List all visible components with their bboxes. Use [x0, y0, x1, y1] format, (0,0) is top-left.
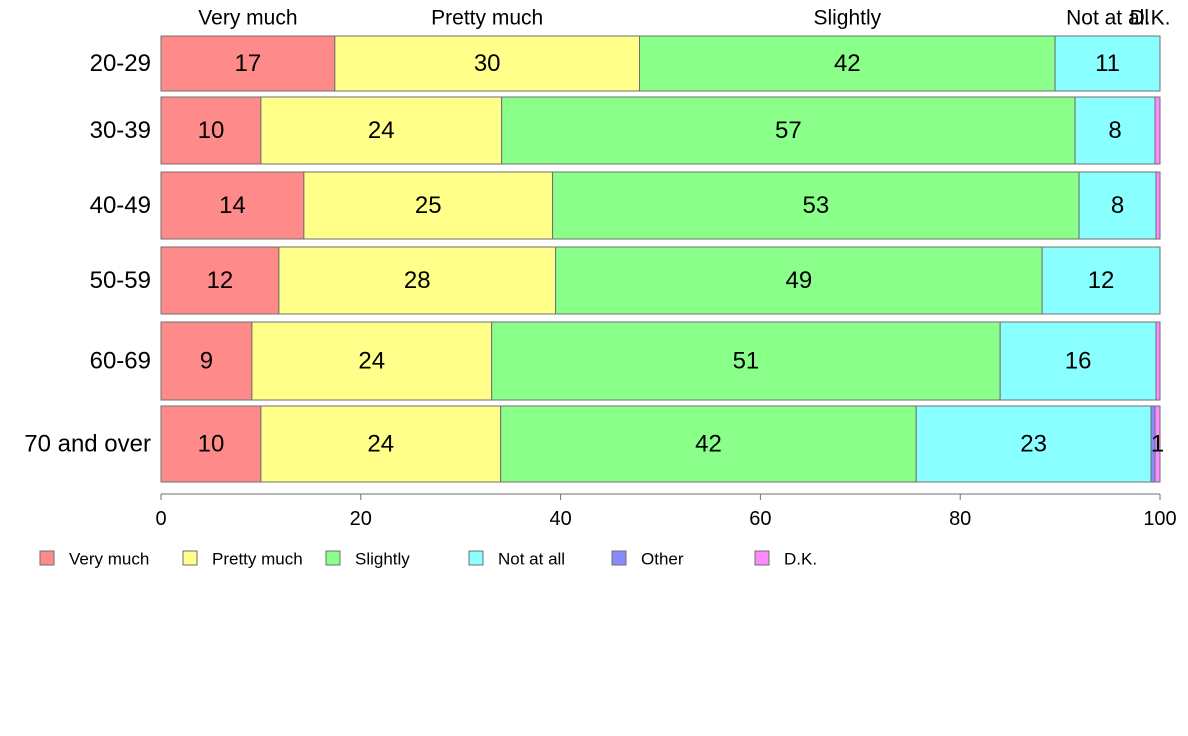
category-label: 70 and over — [24, 431, 151, 458]
x-tick-label: 0 — [155, 508, 166, 530]
legend-swatch — [611, 550, 627, 566]
bar-segment — [160, 171, 305, 240]
bar-segment — [555, 246, 1043, 315]
data-label: 10 — [198, 431, 225, 458]
data-label: 9 — [200, 348, 213, 375]
bar-segment — [160, 96, 262, 165]
data-label: 24 — [368, 117, 395, 144]
bar-segment — [160, 246, 280, 315]
data-label: 42 — [695, 431, 722, 458]
bar-segment — [303, 171, 554, 240]
category-label: 20-29 — [90, 50, 151, 77]
data-label: 10 — [198, 117, 225, 144]
bar-segment — [160, 321, 253, 401]
bar-segment — [160, 35, 336, 92]
legend-swatch — [325, 550, 341, 566]
data-label: 42 — [834, 50, 861, 77]
data-label: 23 — [1020, 431, 1047, 458]
bar-segment — [1155, 171, 1161, 240]
top-series-label: Pretty much — [431, 7, 543, 30]
category-label: 50-59 — [90, 267, 151, 294]
data-label: 8 — [1108, 117, 1121, 144]
bar-segment — [1054, 35, 1161, 92]
legend-label: Very much — [69, 550, 149, 569]
legend-label: Pretty much — [212, 550, 303, 569]
bar-segment — [260, 96, 503, 165]
data-label: 53 — [802, 192, 829, 219]
bar-segment — [500, 405, 917, 483]
x-tick-label: 60 — [749, 508, 771, 530]
x-tick-label: 40 — [549, 508, 571, 530]
bar-segment — [1154, 96, 1161, 165]
legend-label: D.K. — [784, 550, 817, 569]
legend-swatch — [39, 550, 55, 566]
x-tick-label: 20 — [350, 508, 372, 530]
bar-segment — [501, 96, 1076, 165]
legend-swatch — [182, 550, 198, 566]
data-label: 1 — [1151, 431, 1164, 458]
category-label: 40-49 — [90, 192, 151, 219]
data-label: 30 — [474, 50, 501, 77]
bar-segment — [639, 35, 1056, 92]
bar-segment — [278, 246, 557, 315]
data-label: 12 — [1088, 267, 1115, 294]
top-series-label: D.K. — [1130, 7, 1171, 30]
top-series-label: Slightly — [813, 7, 881, 30]
data-label: 28 — [404, 267, 431, 294]
bar-segment — [1041, 246, 1161, 315]
data-label: 8 — [1111, 192, 1124, 219]
data-label: 11 — [1095, 50, 1120, 77]
bar-segment — [491, 321, 1001, 401]
data-label: 57 — [775, 117, 802, 144]
data-label: 24 — [367, 431, 394, 458]
bar-segment — [260, 405, 502, 483]
bar-segment — [1078, 171, 1157, 240]
data-label: 16 — [1065, 348, 1092, 375]
data-label: 14 — [219, 192, 246, 219]
legend-swatch — [468, 550, 484, 566]
data-label: 12 — [207, 267, 234, 294]
category-label: 60-69 — [90, 348, 151, 375]
bar-segment — [1154, 405, 1161, 483]
legend-label: Not at all — [498, 550, 565, 569]
data-label: 51 — [733, 348, 760, 375]
bar-segment — [334, 35, 641, 92]
data-label: 25 — [415, 192, 442, 219]
bar-segment — [1074, 96, 1156, 165]
x-tick-label: 80 — [949, 508, 971, 530]
legend-label: Other — [641, 550, 684, 569]
bar-segment — [999, 321, 1157, 401]
legend-label: Slightly — [355, 550, 410, 569]
data-label: 49 — [786, 267, 813, 294]
legend-swatch — [754, 550, 770, 566]
bar-segment — [251, 321, 493, 401]
top-series-label: Not at all — [1066, 7, 1149, 30]
top-series-label: Very much — [198, 7, 297, 30]
data-label: 24 — [358, 348, 385, 375]
x-tick-label: 100 — [1143, 508, 1176, 530]
category-label: 30-39 — [90, 117, 151, 144]
bar-segment — [1155, 321, 1161, 401]
data-label: 17 — [235, 50, 262, 77]
bar-segment — [160, 405, 262, 483]
